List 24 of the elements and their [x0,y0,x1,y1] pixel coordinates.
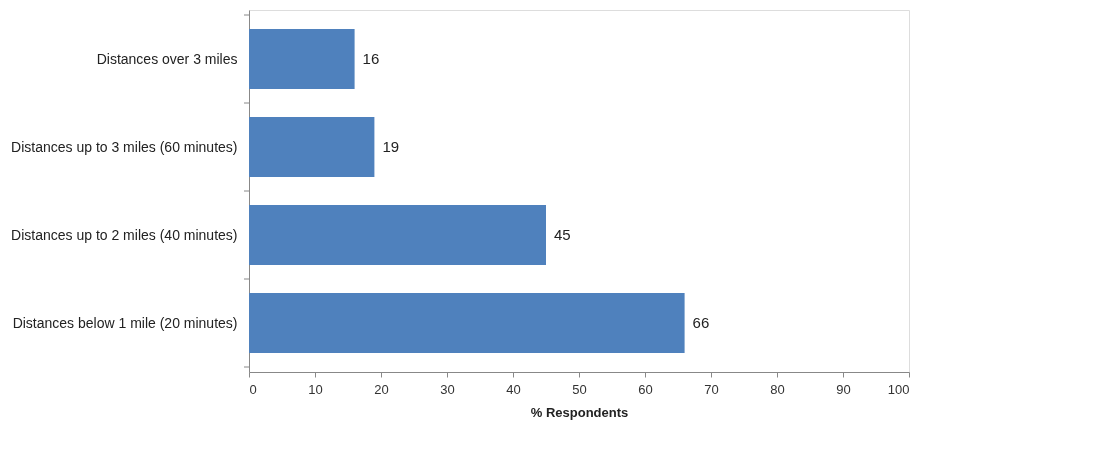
data-label: 19 [382,138,400,155]
x-tick-label: 30 [440,381,455,397]
y-tick-label: Distances up to 2 miles (40 minutes) [11,226,238,243]
x-axis-title: % Respondents [530,404,629,420]
bar [249,293,685,353]
x-tick-label: 70 [704,381,719,397]
x-tick-label: 60 [638,381,653,397]
data-label: 66 [692,314,710,331]
x-tick-label: 20 [374,381,389,397]
y-tick-label: Distances below 1 mile (20 minutes) [12,314,238,331]
bar [249,205,546,265]
x-tick-label: 0 [249,381,257,397]
x-tick-label: 50 [572,381,587,397]
x-tick-label: 80 [770,381,785,397]
x-tick-label: 40 [506,381,521,397]
data-label: 16 [362,50,380,67]
y-tick-label: Distances over 3 miles [96,50,238,67]
x-tick-label: 10 [308,381,323,397]
x-tick-label: 90 [836,381,851,397]
bar [249,29,355,89]
y-tick-label: Distances up to 3 miles (60 minutes) [11,138,238,155]
x-tick-label: 100 [887,381,910,397]
data-label: 45 [554,226,571,243]
bar [249,117,375,177]
